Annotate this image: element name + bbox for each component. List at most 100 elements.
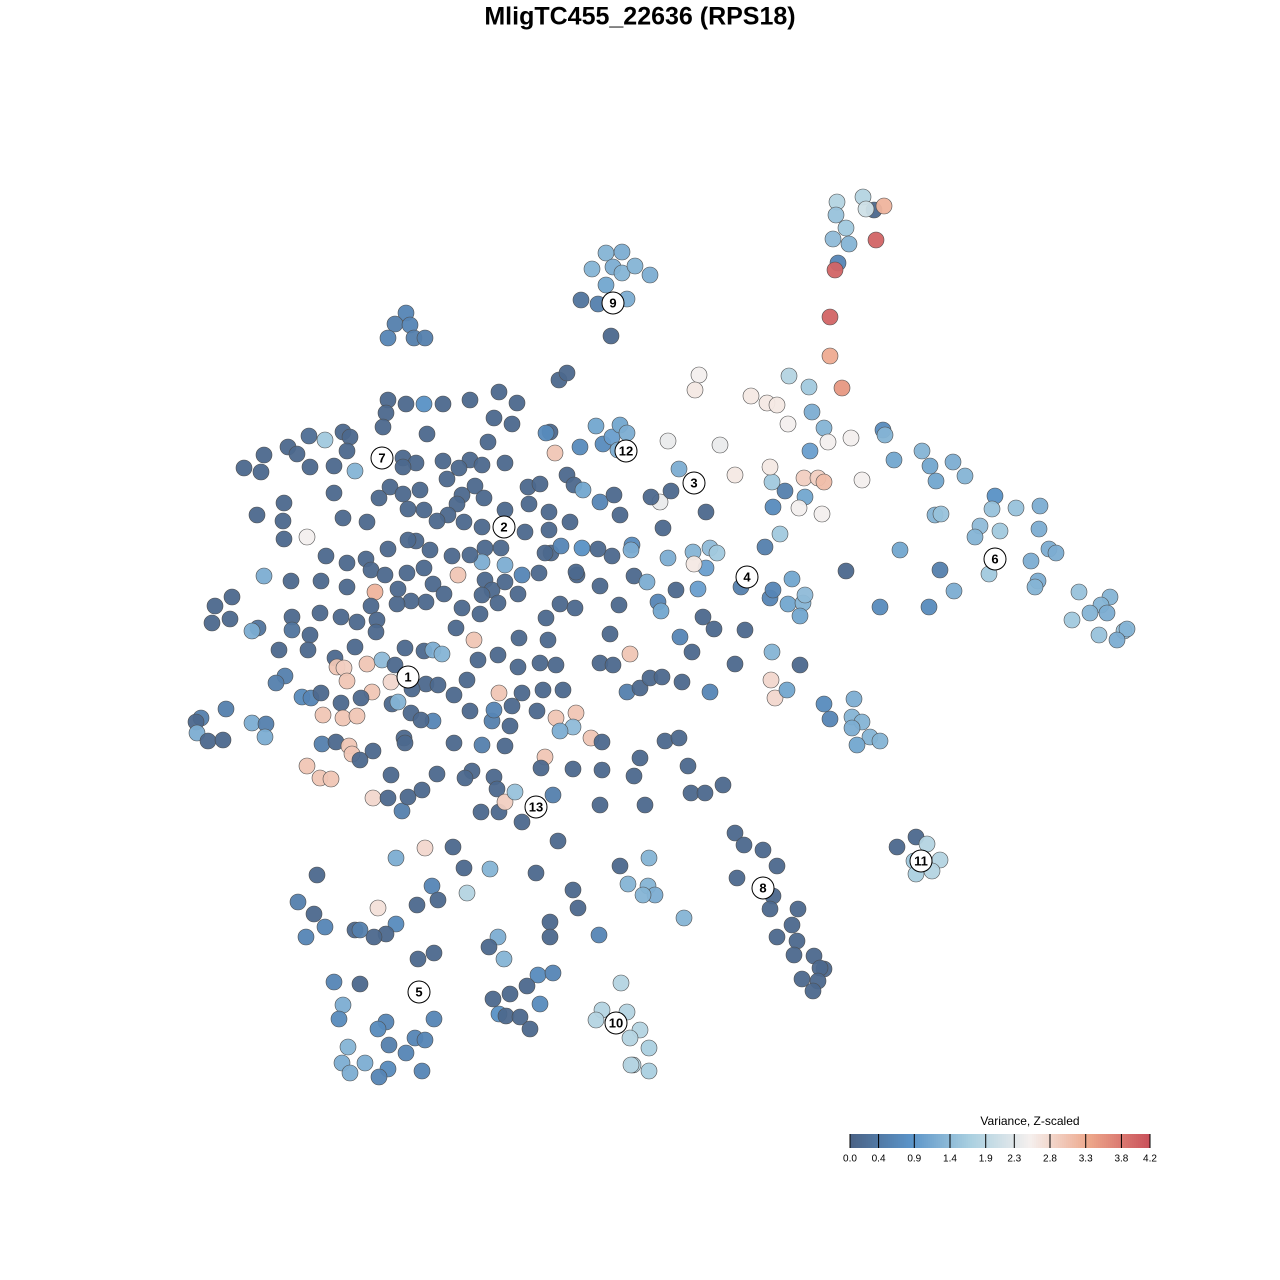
point (367, 623, 385, 641)
colorbar-segment (1030, 1134, 1033, 1148)
colorbar-segment (956, 1134, 959, 1148)
point (583, 260, 601, 278)
point (394, 485, 412, 503)
cluster-marker (601, 291, 625, 315)
point (402, 592, 420, 610)
point (561, 513, 579, 531)
colorbar-segment (858, 1134, 861, 1148)
point (931, 561, 949, 579)
colorbar-segment (976, 1134, 979, 1148)
colorbar-segment (852, 1134, 855, 1148)
colorbar-segment (1028, 1134, 1031, 1148)
point (791, 607, 809, 625)
colorbar-segment (1022, 1134, 1025, 1148)
point (603, 547, 621, 565)
point (434, 395, 452, 413)
cluster-marker (682, 471, 706, 495)
point (621, 645, 639, 663)
point (445, 686, 463, 704)
point (416, 1031, 434, 1049)
point (415, 395, 433, 413)
point (848, 736, 866, 754)
colorbar-segment (920, 1134, 923, 1148)
colorbar-tick-label: 1.9 (979, 1154, 993, 1165)
point (571, 438, 589, 456)
point (653, 668, 671, 686)
colorbar-segment (1094, 1134, 1097, 1148)
point (369, 899, 387, 917)
point (516, 523, 534, 541)
colorbar-segment (878, 1134, 881, 1148)
point (779, 595, 797, 613)
colorbar-segment (930, 1134, 933, 1148)
point (471, 605, 489, 623)
point (788, 932, 806, 950)
point (656, 732, 674, 750)
point (652, 602, 670, 620)
point (819, 433, 837, 451)
colorbar-segment (926, 1134, 929, 1148)
colorbar-segment (1012, 1134, 1015, 1148)
point (379, 329, 397, 347)
point (255, 446, 273, 464)
points (187, 188, 1136, 1086)
colorbar-segment (868, 1134, 871, 1148)
colorbar-segment (932, 1134, 935, 1148)
point (312, 572, 330, 590)
point (641, 266, 659, 284)
point (675, 909, 693, 927)
point (885, 451, 903, 469)
point (334, 996, 352, 1014)
point (252, 463, 270, 481)
point (1031, 497, 1049, 515)
point (509, 585, 527, 603)
point (518, 977, 536, 995)
point (358, 655, 376, 673)
point (804, 982, 822, 1000)
point (370, 489, 388, 507)
point (203, 614, 221, 632)
point (591, 577, 609, 595)
point (768, 857, 786, 875)
point (591, 493, 609, 511)
point (827, 206, 845, 224)
point (604, 656, 622, 674)
point (622, 1056, 640, 1074)
point (597, 244, 615, 262)
colorbar-segment (1096, 1134, 1099, 1148)
point (438, 470, 456, 488)
point (708, 544, 726, 562)
point (783, 570, 801, 588)
colorbar-segment (1104, 1134, 1107, 1148)
point (356, 1054, 374, 1072)
point (815, 473, 833, 491)
point (496, 556, 514, 574)
colorbar-segment (896, 1134, 899, 1148)
point (314, 706, 332, 724)
colorbar-segment (1010, 1134, 1013, 1148)
colorbar-segment (862, 1134, 865, 1148)
colorbar-tick-label: 0.4 (872, 1154, 886, 1165)
point (338, 554, 356, 572)
point (701, 683, 719, 701)
point (642, 488, 660, 506)
point (455, 859, 473, 877)
point (317, 547, 335, 565)
point (301, 458, 319, 476)
point (455, 513, 473, 531)
point (396, 639, 414, 657)
colorbar-segment (1144, 1134, 1147, 1148)
cluster-label: 11 (914, 853, 928, 868)
point (1098, 604, 1116, 622)
colorbar-segment (1032, 1134, 1035, 1148)
point (379, 789, 397, 807)
point (857, 200, 875, 218)
point (399, 500, 417, 518)
cluster-label: 2 (500, 519, 507, 534)
colorbar-segment (874, 1134, 877, 1148)
point (397, 395, 415, 413)
colorbar-segment (1064, 1134, 1067, 1148)
point (299, 641, 317, 659)
cluster-marker (492, 515, 516, 539)
point (761, 900, 779, 918)
